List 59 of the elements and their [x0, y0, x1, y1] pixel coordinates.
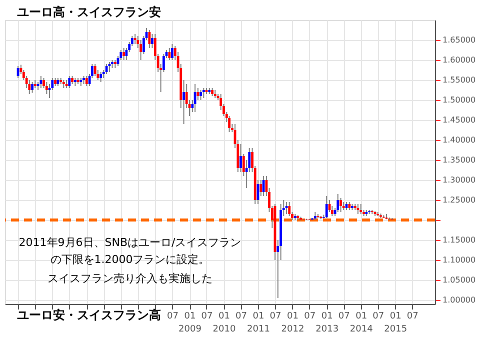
- candlestick: [151, 34, 154, 48]
- candlestick: [148, 30, 151, 48]
- x-tick-label: 07: [270, 312, 282, 322]
- x-tick-label: 01 2012: [281, 312, 304, 334]
- x-tick-label: 01 2010: [212, 312, 236, 334]
- y-tick-label: 1.65000: [442, 36, 476, 44]
- text: ユーロ高・スイスフラン安: [17, 5, 161, 19]
- candlestick: [28, 80, 31, 94]
- text: ユーロ安・スイスフラン高: [17, 308, 161, 322]
- x-tick-label: 07: [236, 312, 247, 322]
- annotation: 2011年9月6日、SNBはユーロ/スイスフランの下限を1.2000フランに設定。: [18, 236, 242, 266]
- candlestick: [228, 116, 230, 132]
- annotation: スイスフラン売り介入も実施した: [48, 272, 212, 285]
- candlestick: [134, 34, 136, 44]
- x-tick-label: 07: [167, 312, 178, 322]
- y-tick-label: 1.55000: [442, 76, 476, 84]
- candlestick: [140, 40, 142, 60]
- y-tick-label: 1.60000: [442, 56, 476, 64]
- candlestick: [196, 88, 200, 100]
- x-tick-label: 07: [338, 312, 350, 322]
- candlestick: [360, 204, 362, 214]
- x-tick-label: 07: [304, 312, 316, 322]
- candlestick: [68, 76, 71, 88]
- candlestick: [31, 82, 34, 94]
- candlestick: [168, 48, 171, 60]
- candlestick: [288, 202, 291, 216]
- candlestick: [100, 72, 102, 82]
- candlestick: [340, 198, 342, 212]
- y-tick-label: 1.15000: [442, 236, 476, 244]
- candlestick: [200, 90, 202, 100]
- x-tick-label: 01 2009: [178, 312, 202, 334]
- candlestick: [171, 44, 174, 60]
- candlestick: [122, 48, 126, 60]
- y-tick-label: 1.30000: [442, 176, 476, 184]
- candlestick: [202, 88, 205, 98]
- y-tick-label: 1.50000: [442, 96, 476, 104]
- x-tick-label: 07: [372, 312, 384, 322]
- y-tick-label: 1.45000: [442, 116, 476, 124]
- candlestick: [182, 80, 185, 124]
- candlestick: [240, 144, 242, 172]
- x-tick-label: 01 2015: [384, 312, 408, 334]
- y-tick-label: 1.35000: [442, 156, 476, 164]
- candlestick: [325, 196, 328, 218]
- candlestick: [40, 76, 42, 88]
- x-tick-label: 01 2014: [350, 312, 374, 334]
- y-tick-label: 1.00000: [442, 296, 476, 304]
- candlestick: [45, 82, 48, 94]
- y-tick-label: 1.05000: [442, 276, 476, 284]
- y-tick-label: 1.10000: [442, 256, 476, 264]
- candlestick: [336, 194, 340, 212]
- x-tick-label: 01 2011: [247, 312, 270, 334]
- candlestick: [260, 180, 262, 196]
- x-tick-label: 07: [201, 312, 213, 322]
- y-tick-label: 1.40000: [442, 136, 476, 144]
- y-tick-label: 1.25000: [442, 196, 476, 204]
- x-tick-label: 01 2013: [316, 312, 339, 334]
- candlestick: [85, 76, 88, 86]
- x-tick-label: 07: [406, 312, 418, 322]
- candlestick: [94, 64, 96, 76]
